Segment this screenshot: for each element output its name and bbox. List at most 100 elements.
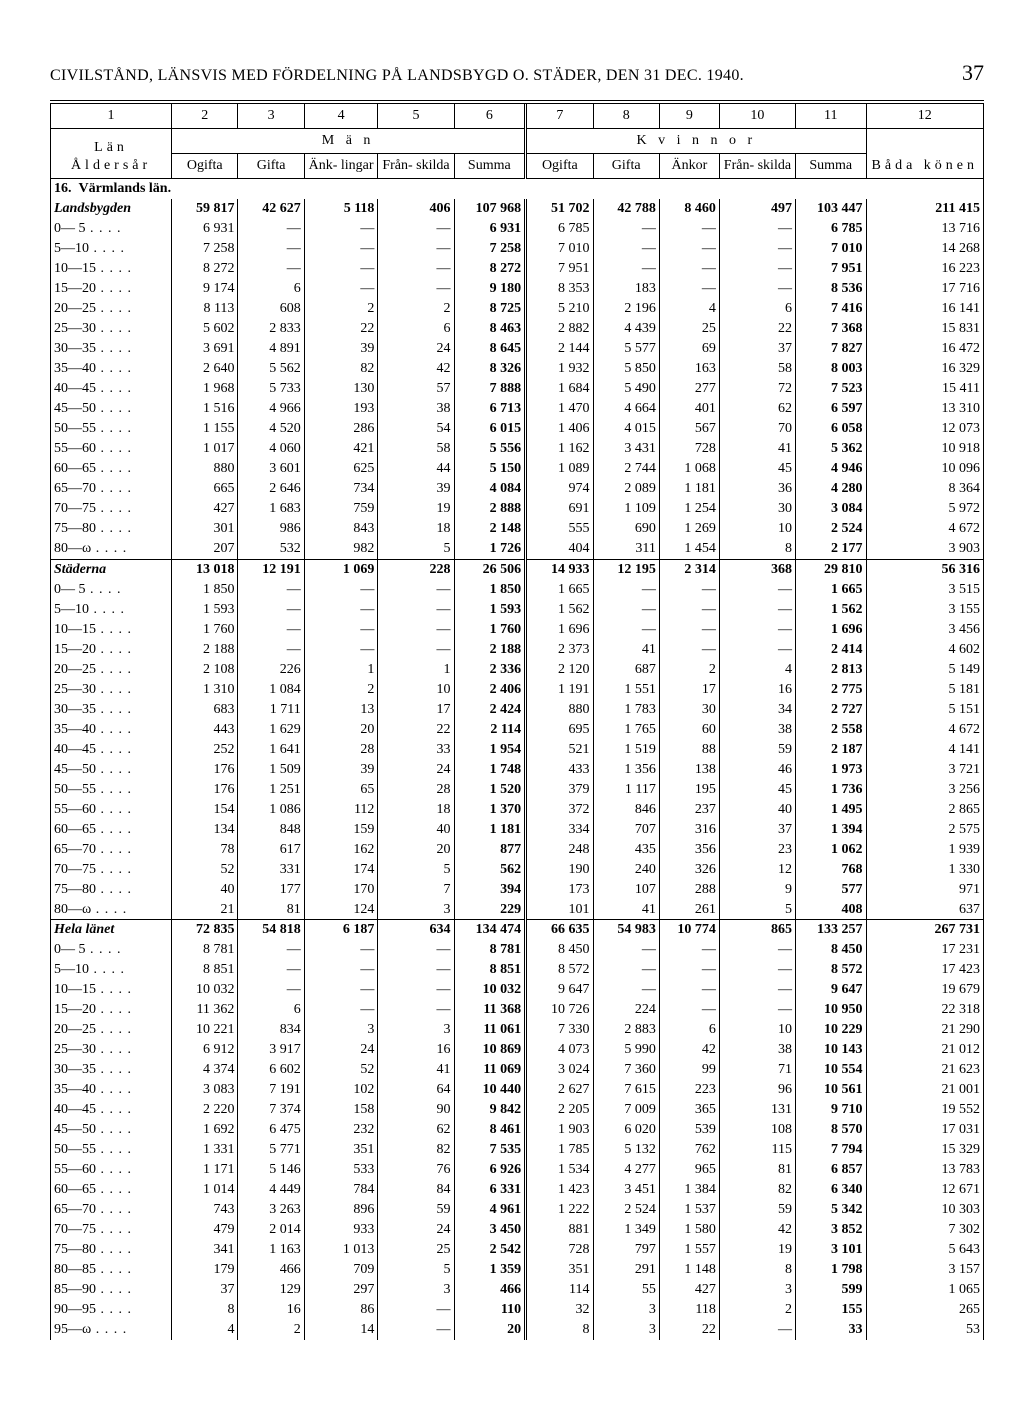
cell: 8	[719, 539, 795, 560]
cell: 211 415	[866, 199, 983, 219]
cell: 2	[659, 659, 719, 679]
cell: 368	[719, 559, 795, 579]
cell: 4 141	[866, 739, 983, 759]
cell: 39	[304, 759, 378, 779]
cell: 5 643	[866, 1240, 983, 1260]
cell: 2 813	[795, 659, 866, 679]
col-k-ogifta: Ogifta	[526, 153, 593, 178]
cell: 42	[719, 1220, 795, 1240]
cell: 193	[304, 399, 378, 419]
cell: 6 340	[795, 1180, 866, 1200]
cell: 6 926	[454, 1160, 526, 1180]
col-num-10: 10	[719, 102, 795, 128]
cell: 1 760	[454, 619, 526, 639]
cell: 20	[378, 839, 454, 859]
cell: 4 084	[454, 479, 526, 499]
cell: 5 577	[593, 339, 659, 359]
age-label: 80—ω	[51, 899, 172, 920]
cell: 759	[304, 499, 378, 519]
cell: 7 360	[593, 1060, 659, 1080]
cell: 20	[454, 1320, 526, 1340]
cell: 15 831	[866, 319, 983, 339]
cell: 6	[238, 1000, 304, 1020]
cell: 1 068	[659, 459, 719, 479]
cell: 30	[719, 499, 795, 519]
cell: 3 903	[866, 539, 983, 560]
cell: 1 162	[526, 439, 593, 459]
age-label: 60—65	[51, 819, 172, 839]
cell: 1 181	[454, 819, 526, 839]
age-label: 5—10	[51, 239, 172, 259]
cell: 1 726	[454, 539, 526, 560]
cell: 521	[526, 739, 593, 759]
cell: 1 580	[659, 1220, 719, 1240]
cell: 394	[454, 879, 526, 899]
age-label: 5—10	[51, 960, 172, 980]
cell: 3 155	[866, 599, 983, 619]
cell: 6 912	[172, 1040, 238, 1060]
cell: 52	[172, 859, 238, 879]
cell: 277	[659, 379, 719, 399]
cell: 10	[719, 1020, 795, 1040]
cell: —	[378, 219, 454, 239]
cell: 291	[593, 1260, 659, 1280]
cell: —	[659, 980, 719, 1000]
cell: 6 857	[795, 1160, 866, 1180]
cell: 155	[795, 1300, 866, 1320]
cell: 131	[719, 1100, 795, 1120]
cell: 404	[526, 539, 593, 560]
age-label: 0— 5	[51, 219, 172, 239]
cell: 72 835	[172, 920, 238, 940]
age-label: 50—55	[51, 779, 172, 799]
cell: 44	[378, 459, 454, 479]
cell: 42 627	[238, 199, 304, 219]
col-num-7: 7	[526, 102, 593, 128]
cell: 1 968	[172, 379, 238, 399]
cell: 10 918	[866, 439, 983, 459]
cell: 1 394	[795, 819, 866, 839]
cell: 5	[719, 899, 795, 920]
cell: 1 181	[659, 479, 719, 499]
age-label: 80—85	[51, 1260, 172, 1280]
cell: 226	[238, 659, 304, 679]
cell: 2	[238, 1320, 304, 1340]
cell: 2 640	[172, 359, 238, 379]
cell: —	[304, 579, 378, 599]
cell: —	[593, 239, 659, 259]
cell: 16 329	[866, 359, 983, 379]
cell: 1 748	[454, 759, 526, 779]
cell: 3 515	[866, 579, 983, 599]
cell: 16	[378, 1040, 454, 1060]
cell: 331	[238, 859, 304, 879]
cell: 115	[719, 1140, 795, 1160]
col-bada: Båda könen	[866, 128, 983, 178]
age-label: 75—80	[51, 1240, 172, 1260]
cell: 683	[172, 699, 238, 719]
cell: 2 120	[526, 659, 593, 679]
cell: 3 450	[454, 1220, 526, 1240]
age-label: 60—65	[51, 459, 172, 479]
age-label: 70—75	[51, 499, 172, 519]
cell: 265	[866, 1300, 983, 1320]
cell: 224	[593, 1000, 659, 1020]
cell: 301	[172, 519, 238, 539]
cell: 965	[659, 1160, 719, 1180]
cell: 37	[719, 819, 795, 839]
col-num-1: 1	[51, 102, 172, 128]
cell: 286	[304, 419, 378, 439]
cell: —	[719, 579, 795, 599]
cell: —	[238, 619, 304, 639]
age-label: 35—40	[51, 719, 172, 739]
cell: 39	[378, 479, 454, 499]
cell: 37	[172, 1280, 238, 1300]
cell: 2 336	[454, 659, 526, 679]
cell: —	[593, 579, 659, 599]
cell: 7 416	[795, 299, 866, 319]
cell: 7 888	[454, 379, 526, 399]
cell: 8 113	[172, 299, 238, 319]
cell: 2 089	[593, 479, 659, 499]
cell: 4 602	[866, 639, 983, 659]
cell: 12	[719, 859, 795, 879]
cell: 52	[304, 1060, 378, 1080]
cell: 10 774	[659, 920, 719, 940]
